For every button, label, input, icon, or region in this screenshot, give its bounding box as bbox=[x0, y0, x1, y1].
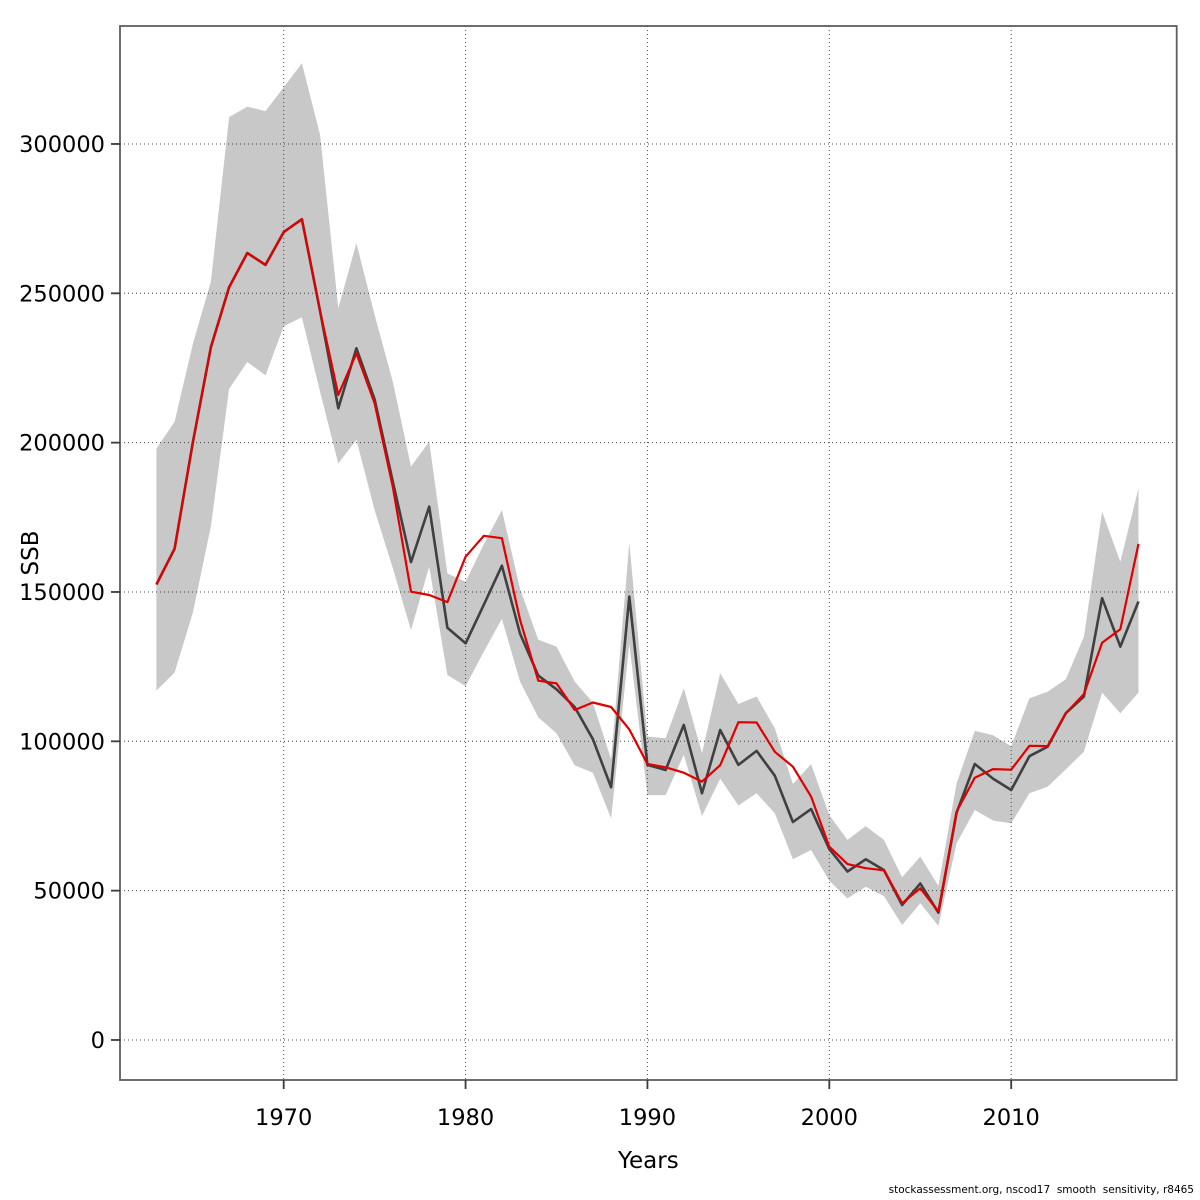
y-tick-label: 200000 bbox=[19, 431, 105, 457]
y-tick-label: 100000 bbox=[19, 729, 105, 755]
sensitivity-run-line bbox=[155, 218, 1140, 913]
footer-attribution: stockassessment.org, nscod17 smooth sens… bbox=[888, 1184, 1194, 1196]
x-tick-label: 2000 bbox=[801, 1105, 858, 1131]
plot-frame bbox=[119, 25, 1178, 1081]
x-tick-label: 1980 bbox=[437, 1105, 494, 1131]
y-tick-label: 250000 bbox=[19, 281, 105, 307]
y-tick-label: 150000 bbox=[19, 580, 105, 606]
x-tick-label: 2010 bbox=[983, 1105, 1040, 1131]
x-axis-label: Years bbox=[617, 1148, 679, 1174]
x-tick-label: 1990 bbox=[619, 1105, 676, 1131]
y-axis-label: SSB bbox=[18, 531, 44, 576]
x-tick-label: 1970 bbox=[255, 1105, 312, 1131]
y-tick-label: 0 bbox=[91, 1028, 105, 1054]
y-tick-label: 300000 bbox=[19, 132, 105, 158]
y-tick-label: 50000 bbox=[33, 879, 105, 905]
